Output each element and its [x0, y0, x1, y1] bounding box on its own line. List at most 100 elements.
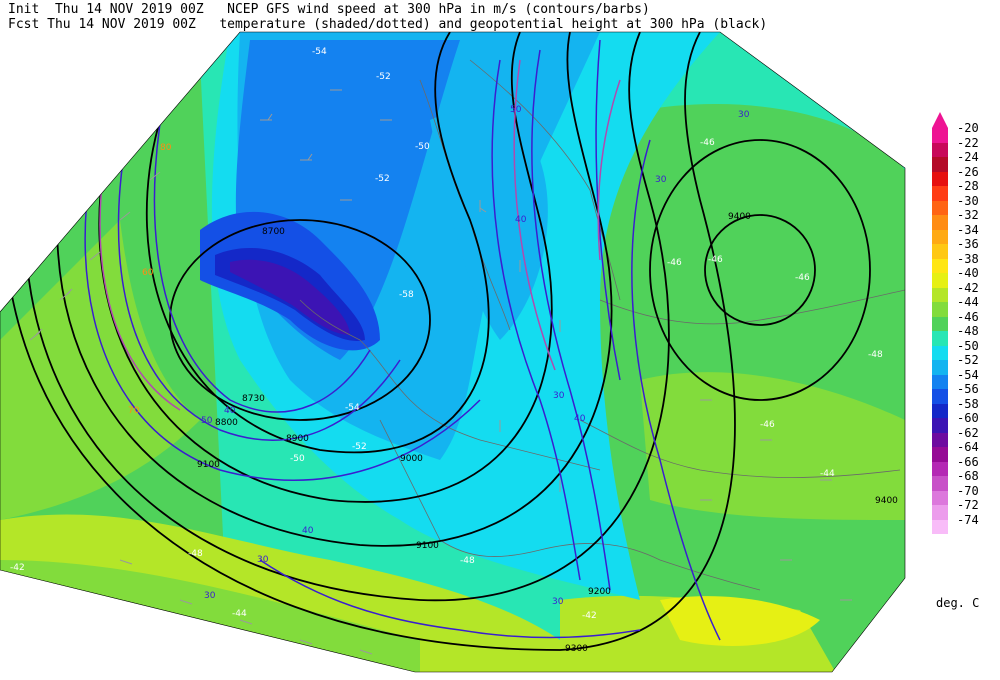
colorbar-label: -34: [957, 222, 979, 237]
height-label: 9200: [588, 587, 611, 597]
wind-label: 40: [574, 414, 586, 424]
colorbar-label: -46: [957, 309, 979, 324]
init-line: Init Thu 14 NOV 2019 00Z NCEP GFS wind s…: [8, 2, 650, 17]
temp-label: -42: [582, 611, 597, 621]
wind-label: 40: [224, 406, 236, 416]
colorbar-swatch: [932, 186, 948, 201]
colorbar-label: -52: [957, 353, 979, 367]
height-label: 9100: [416, 541, 439, 551]
wind-label: 40: [302, 526, 314, 536]
wind-label: 30: [553, 391, 565, 401]
temp-label: -48: [868, 350, 883, 360]
wind-label: 50: [201, 416, 213, 426]
colorbar-label: -66: [957, 454, 979, 469]
height-contours: [3, 32, 871, 651]
temp-label: -46: [795, 273, 810, 283]
colorbar-swatch: [932, 229, 948, 244]
height-label: 9400: [728, 212, 751, 222]
colorbar-label: -38: [957, 251, 979, 266]
temp-label: -42: [10, 563, 25, 573]
colorbar-swatch: [932, 128, 948, 143]
temp-label: -52: [376, 72, 391, 82]
temp-label: -50: [415, 142, 430, 152]
colorbar-label: -36: [957, 237, 979, 251]
colorbar-label: -56: [957, 382, 979, 396]
height-label: 8700: [262, 227, 285, 237]
wind-label-group: 30 30 30 30 30 30 40 40 40 40 50 50 60 7…: [128, 105, 750, 607]
colorbar-label: -74: [957, 512, 979, 527]
colorbar-swatch: [932, 519, 948, 534]
height-label: 8900: [286, 434, 309, 444]
colorbar-swatch: [932, 258, 948, 273]
temp-label: -46: [700, 138, 715, 148]
colorbar-swatch: [932, 374, 948, 389]
colorbar-swatch: [932, 331, 948, 346]
colorbar-swatch: [932, 244, 948, 259]
colorbar-label: -48: [957, 324, 979, 338]
colorbar-swatch: [932, 171, 948, 186]
colorbar-swatch: [932, 461, 948, 476]
colorbar-label: -32: [957, 208, 979, 222]
temp-label: -52: [352, 442, 367, 452]
colorbar-units: deg. C: [936, 596, 980, 610]
height-label-group: 9400 9400 8700 8730 8800 8900 9000 9100 …: [197, 212, 898, 654]
wind-label: 50: [510, 105, 522, 115]
colorbar-swatch: [932, 403, 948, 418]
temp-label: -44: [232, 609, 247, 619]
colorbar-swatch: [932, 476, 948, 491]
temp-label: -46: [708, 255, 723, 265]
colorbar-label: -26: [957, 164, 979, 179]
temp-label: -46: [667, 258, 682, 268]
fcst-line: Fcst Thu 14 NOV 2019 00Z temperature (sh…: [8, 17, 768, 32]
colorbar-swatch: [932, 360, 948, 375]
wind-label: 80: [160, 143, 172, 153]
temp-label: -52: [375, 174, 390, 184]
height-label: 9100: [197, 460, 220, 470]
colorbar-label: -54: [957, 367, 979, 382]
colorbar-swatch: [932, 215, 948, 230]
colorbar-swatch: [932, 316, 948, 331]
colorbar-label: -50: [957, 338, 979, 353]
wind-label: 70: [128, 406, 140, 416]
wind-label: 30: [738, 110, 750, 120]
height-label: 8730: [242, 394, 265, 404]
height-label: 9400: [875, 496, 898, 506]
colorbar-swatch: [932, 200, 948, 215]
colorbar-swatch: [932, 157, 948, 172]
temp-label: -44: [820, 469, 835, 479]
height-label: 9000: [400, 454, 423, 464]
colorbar-label: -30: [957, 193, 979, 208]
colorbar-label: -20: [957, 121, 979, 135]
colorbar-swatch: [932, 389, 948, 404]
temp-label: -50: [290, 454, 305, 464]
colorbar-label: -42: [957, 280, 979, 295]
wind-label: 30: [257, 555, 269, 565]
colorbar-label: -22: [957, 135, 979, 150]
wind-label: 30: [204, 591, 216, 601]
colorbar-label: -24: [957, 150, 979, 164]
colorbar-swatch: [932, 302, 948, 317]
colorbar-label: -64: [957, 440, 979, 454]
colorbar-swatch: [932, 490, 948, 505]
wind-barbs: [29, 89, 852, 655]
temp-label: -48: [188, 549, 203, 559]
map-frame: [0, 31, 906, 673]
colorbar-label: -72: [957, 498, 979, 512]
colorbar-top-arrow: [932, 112, 948, 128]
temp-label: -58: [399, 290, 414, 300]
colorbar-swatch: [932, 273, 948, 288]
colorbar-swatch: [932, 505, 948, 520]
colorbar-swatch: [932, 447, 948, 462]
wind-label: 30: [552, 597, 564, 607]
colorbar-swatch: [932, 287, 948, 302]
colorbar-label: -68: [957, 469, 979, 483]
temp-label: -46: [760, 420, 775, 430]
temp-label: -54: [345, 403, 360, 413]
colorbar-swatch: [932, 432, 948, 447]
colorbar-swatch: [932, 345, 948, 360]
temp-label: -48: [460, 556, 475, 566]
temp-label-group: -54 -52 -52 -50 -46 -46 -46 -46 -48 -54 …: [10, 47, 883, 621]
wind-label: 60: [142, 268, 154, 278]
colorbar-label: -58: [957, 396, 979, 411]
